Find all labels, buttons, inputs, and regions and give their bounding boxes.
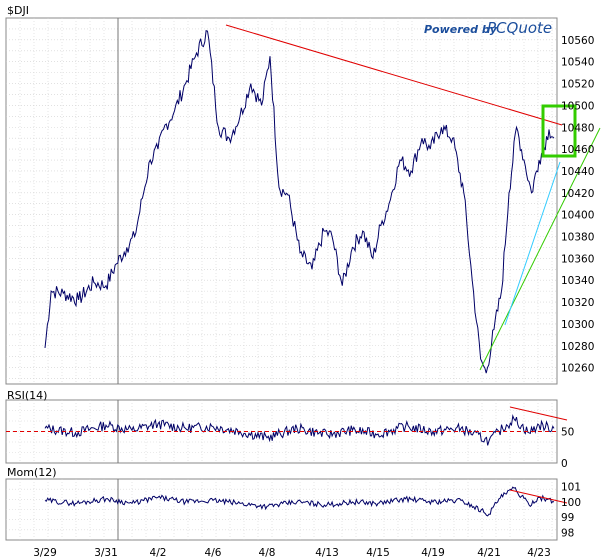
x-tick-label: 3/29	[33, 547, 57, 559]
x-tick-label: 3/31	[94, 547, 118, 559]
mom-y-tick-label: 101	[561, 482, 581, 494]
price-y-tick-label: 10500	[561, 100, 594, 112]
price-y-tick-label: 10400	[561, 210, 594, 222]
rsi-y-tick-label: 0	[561, 458, 568, 470]
mom-divergence-line	[509, 489, 568, 504]
price-y-tick-label: 10340	[561, 275, 594, 287]
rsi-y-tick-label: 50	[561, 427, 574, 439]
x-tick-label: 4/8	[259, 547, 276, 559]
price-y-tick-label: 10540	[561, 57, 594, 69]
x-tick-label: 4/2	[150, 547, 167, 559]
x-tick-label: 4/21	[477, 547, 501, 559]
price-y-tick-label: 10440	[561, 166, 594, 178]
rsi-panel-title: RSI(14)	[7, 389, 47, 402]
mom-series-line	[44, 486, 555, 517]
highlight-box	[541, 104, 577, 158]
support-trendline	[479, 127, 601, 371]
price-y-tick-label: 10560	[561, 35, 594, 47]
price-y-tick-label: 10420	[561, 188, 594, 200]
x-tick-label: 4/13	[315, 547, 339, 559]
rsi-series-line	[44, 413, 555, 446]
mom-y-tick-label: 98	[561, 527, 574, 539]
mom-panel-title: Mom(12)	[7, 466, 57, 479]
brand-prefix: Powered by	[424, 23, 498, 36]
mom-y-tick-label: 99	[561, 512, 574, 524]
price-y-tick-label: 10480	[561, 122, 594, 134]
rsi-divergence-line	[509, 406, 568, 421]
price-y-tick-label: 10300	[561, 319, 594, 331]
x-tick-label: 4/15	[366, 547, 390, 559]
fast-support-trendline	[504, 161, 561, 326]
x-tick-label: 4/23	[527, 547, 551, 559]
price-y-tick-label: 10320	[561, 297, 594, 309]
x-tick-label: 4/6	[205, 547, 222, 559]
price-y-tick-label: 10360	[561, 253, 594, 265]
price-y-tick-label: 10260	[561, 363, 594, 375]
price-series-line	[44, 30, 555, 374]
brand-name: PCQuote	[487, 19, 552, 37]
mom-y-tick-label: 100	[561, 497, 581, 509]
resistance-trendline	[225, 24, 563, 126]
price-y-tick-label: 10520	[561, 79, 594, 91]
price-y-tick-label: 10460	[561, 144, 594, 156]
price-y-tick-label: 10280	[561, 341, 594, 353]
x-tick-label: 4/19	[421, 547, 445, 559]
price-y-tick-label: 10380	[561, 232, 594, 244]
main-chart-title: $DJI	[7, 4, 29, 17]
